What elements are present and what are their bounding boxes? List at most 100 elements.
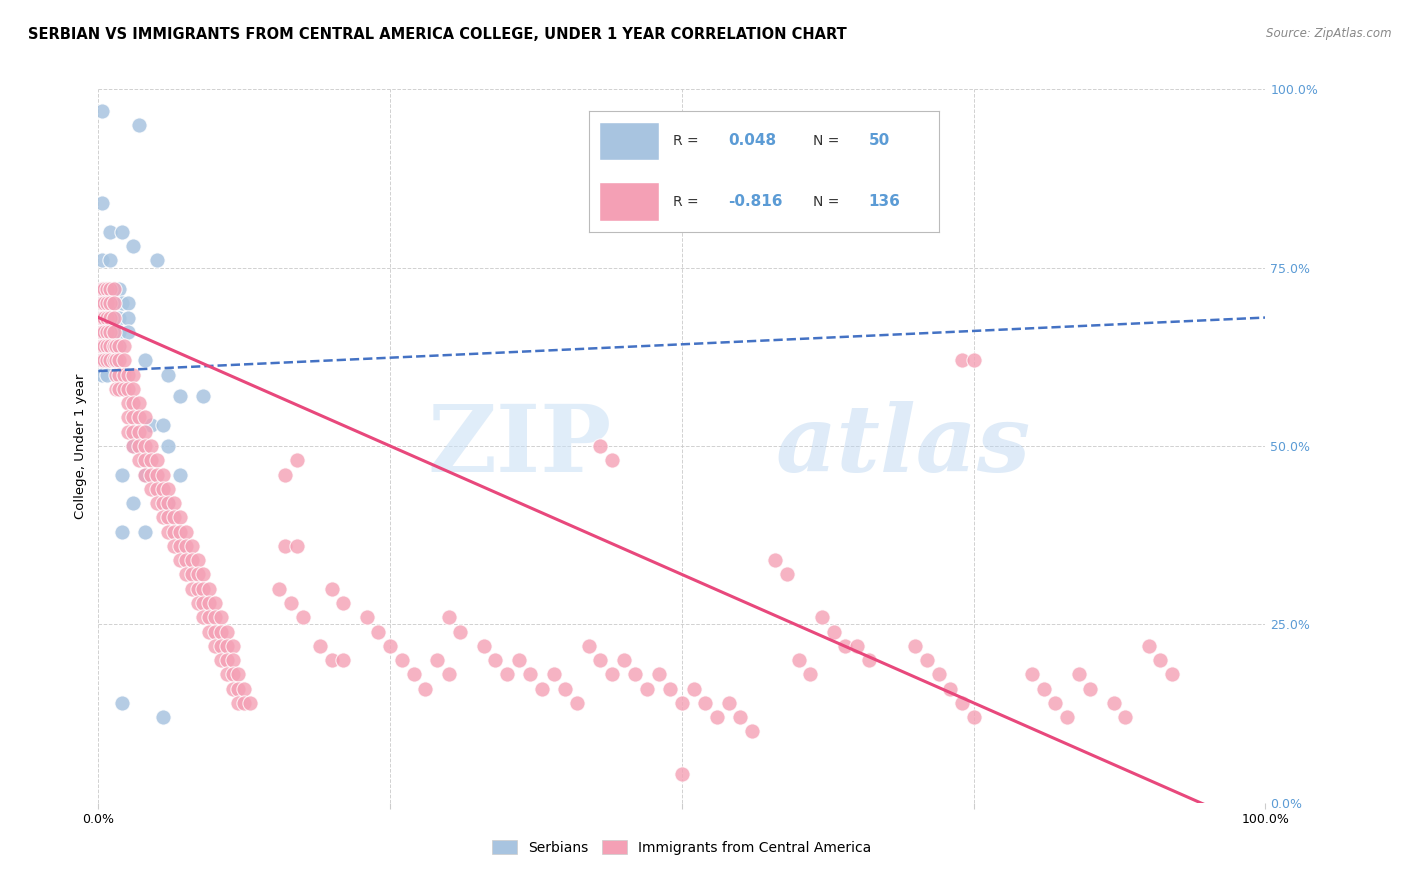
Point [215, 639, 238, 653]
Point [291, 610, 314, 624]
Point [413, 681, 436, 696]
Point [146, 253, 169, 268]
Point [169, 524, 191, 539]
Point [1114, 710, 1136, 724]
Point [950, 696, 973, 710]
Point [496, 667, 519, 681]
Point [157, 496, 180, 510]
Point [96, 353, 118, 368]
Point [402, 667, 425, 681]
Point [101, 353, 124, 368]
Point [128, 410, 150, 425]
Point [128, 425, 150, 439]
Point [108, 339, 131, 353]
Point [122, 396, 145, 410]
Point [152, 710, 174, 724]
Point [90, 339, 112, 353]
Point [98, 325, 121, 339]
Point [228, 696, 250, 710]
Point [111, 225, 134, 239]
Point [122, 368, 145, 382]
Point [180, 539, 202, 553]
Point [187, 596, 209, 610]
Point [96, 296, 118, 310]
Point [193, 567, 215, 582]
Point [90, 353, 112, 368]
Point [204, 596, 226, 610]
Point [174, 539, 197, 553]
Point [134, 467, 156, 482]
Point [1021, 667, 1043, 681]
Point [96, 339, 118, 353]
Point [157, 496, 180, 510]
Point [157, 439, 180, 453]
Point [209, 610, 232, 624]
Point [90, 310, 112, 325]
Point [157, 510, 180, 524]
Point [321, 582, 343, 596]
Point [90, 339, 112, 353]
Point [96, 368, 118, 382]
Point [128, 118, 150, 132]
Point [117, 296, 139, 310]
Point [671, 696, 693, 710]
Point [139, 439, 162, 453]
Point [152, 467, 174, 482]
Point [117, 325, 139, 339]
Point [215, 667, 238, 681]
Point [706, 710, 728, 724]
Point [90, 296, 112, 310]
Point [103, 353, 125, 368]
Point [96, 353, 118, 368]
Point [104, 353, 127, 368]
Point [128, 396, 150, 410]
Point [437, 610, 460, 624]
Point [139, 453, 162, 467]
Point [1137, 639, 1160, 653]
Point [221, 681, 243, 696]
Point [228, 667, 250, 681]
Point [98, 339, 121, 353]
Point [508, 653, 530, 667]
Point [174, 524, 197, 539]
Point [96, 339, 118, 353]
Point [93, 296, 115, 310]
Point [799, 667, 821, 681]
Point [128, 439, 150, 453]
Point [93, 353, 115, 368]
Point [233, 681, 256, 696]
Point [90, 253, 112, 268]
Point [543, 667, 565, 681]
Point [717, 696, 740, 710]
Point [111, 696, 134, 710]
Point [180, 582, 202, 596]
Point [274, 539, 297, 553]
Point [90, 310, 112, 325]
Point [96, 310, 118, 325]
Point [204, 610, 226, 624]
Point [950, 353, 973, 368]
Point [198, 624, 221, 639]
Point [96, 310, 118, 325]
Point [96, 325, 118, 339]
Point [96, 282, 118, 296]
Point [108, 310, 131, 325]
Point [174, 553, 197, 567]
Point [93, 339, 115, 353]
Point [209, 624, 232, 639]
Point [93, 310, 115, 325]
Point [157, 482, 180, 496]
Point [157, 368, 180, 382]
Point [152, 496, 174, 510]
Point [600, 667, 623, 681]
Point [915, 653, 938, 667]
Point [134, 439, 156, 453]
Point [139, 482, 162, 496]
Point [380, 639, 402, 653]
Point [939, 681, 962, 696]
Point [134, 453, 156, 467]
Point [647, 667, 669, 681]
Point [1149, 653, 1171, 667]
Point [98, 225, 121, 239]
Point [98, 296, 121, 310]
